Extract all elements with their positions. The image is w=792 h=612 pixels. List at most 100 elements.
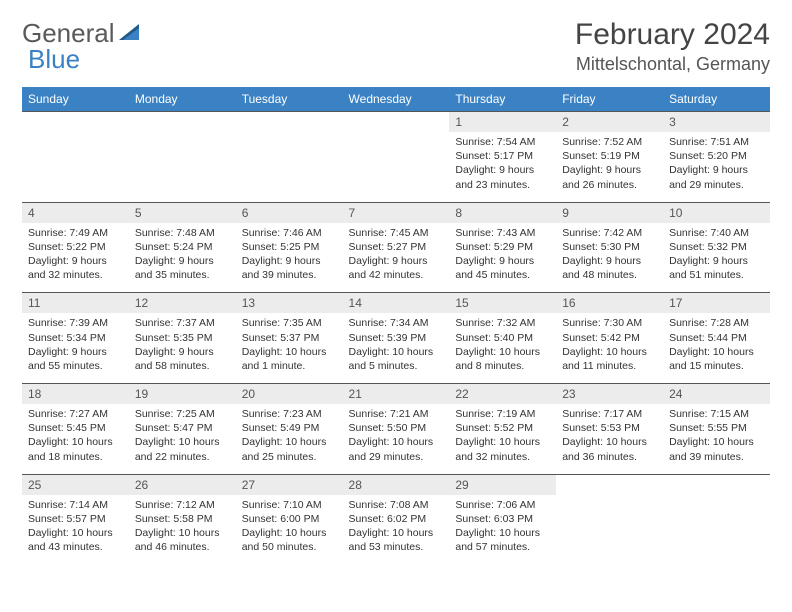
day-data-cell: Sunrise: 7:46 AMSunset: 5:25 PMDaylight:… xyxy=(236,223,343,293)
day-data-row: Sunrise: 7:39 AMSunset: 5:34 PMDaylight:… xyxy=(22,313,770,383)
daylight-text-1: Daylight: 10 hours xyxy=(562,345,657,359)
brand-part2: Blue xyxy=(28,44,80,74)
daylight-text-2: and 18 minutes. xyxy=(28,450,123,464)
sunrise-text: Sunrise: 7:43 AM xyxy=(455,226,550,240)
sunrise-text: Sunrise: 7:27 AM xyxy=(28,407,123,421)
daylight-text-2: and 57 minutes. xyxy=(455,540,550,554)
day-number-cell: 24 xyxy=(663,384,770,405)
daylight-text-2: and 53 minutes. xyxy=(349,540,444,554)
day-number-cell: 10 xyxy=(663,202,770,223)
day-number-cell: 13 xyxy=(236,293,343,314)
daylight-text-2: and 51 minutes. xyxy=(669,268,764,282)
daylight-text-1: Daylight: 10 hours xyxy=(242,345,337,359)
day-number-cell: 23 xyxy=(556,384,663,405)
daylight-text-2: and 42 minutes. xyxy=(349,268,444,282)
daylight-text-1: Daylight: 10 hours xyxy=(349,435,444,449)
brand-part2-wrap: Blue xyxy=(28,44,80,75)
daylight-text-2: and 50 minutes. xyxy=(242,540,337,554)
daylight-text-2: and 32 minutes. xyxy=(455,450,550,464)
daylight-text-1: Daylight: 10 hours xyxy=(669,435,764,449)
day-number-cell xyxy=(129,112,236,133)
daylight-text-1: Daylight: 10 hours xyxy=(28,526,123,540)
weekday-header: Saturday xyxy=(663,87,770,112)
day-number-cell: 1 xyxy=(449,112,556,133)
header: General February 2024 Mittelschontal, Ge… xyxy=(22,18,770,75)
daylight-text-2: and 39 minutes. xyxy=(669,450,764,464)
sunrise-text: Sunrise: 7:51 AM xyxy=(669,135,764,149)
day-data-cell: Sunrise: 7:49 AMSunset: 5:22 PMDaylight:… xyxy=(22,223,129,293)
day-number-cell xyxy=(236,112,343,133)
sunset-text: Sunset: 6:03 PM xyxy=(455,512,550,526)
weekday-header: Sunday xyxy=(22,87,129,112)
day-number-cell: 17 xyxy=(663,293,770,314)
day-data-cell: Sunrise: 7:51 AMSunset: 5:20 PMDaylight:… xyxy=(663,132,770,202)
sunset-text: Sunset: 5:30 PM xyxy=(562,240,657,254)
sunset-text: Sunset: 5:24 PM xyxy=(135,240,230,254)
sunrise-text: Sunrise: 7:35 AM xyxy=(242,316,337,330)
day-number-cell: 19 xyxy=(129,384,236,405)
day-data-cell xyxy=(129,132,236,202)
day-number-cell: 2 xyxy=(556,112,663,133)
sunrise-text: Sunrise: 7:17 AM xyxy=(562,407,657,421)
sunset-text: Sunset: 5:20 PM xyxy=(669,149,764,163)
sunset-text: Sunset: 5:47 PM xyxy=(135,421,230,435)
sunset-text: Sunset: 5:37 PM xyxy=(242,331,337,345)
daylight-text-1: Daylight: 9 hours xyxy=(669,163,764,177)
daylight-text-2: and 46 minutes. xyxy=(135,540,230,554)
day-data-cell: Sunrise: 7:17 AMSunset: 5:53 PMDaylight:… xyxy=(556,404,663,474)
sunrise-text: Sunrise: 7:48 AM xyxy=(135,226,230,240)
daylight-text-1: Daylight: 9 hours xyxy=(349,254,444,268)
daylight-text-1: Daylight: 9 hours xyxy=(135,254,230,268)
sunrise-text: Sunrise: 7:39 AM xyxy=(28,316,123,330)
sunset-text: Sunset: 5:29 PM xyxy=(455,240,550,254)
sunset-text: Sunset: 5:42 PM xyxy=(562,331,657,345)
day-data-cell: Sunrise: 7:42 AMSunset: 5:30 PMDaylight:… xyxy=(556,223,663,293)
daylight-text-1: Daylight: 10 hours xyxy=(455,526,550,540)
daylight-text-2: and 32 minutes. xyxy=(28,268,123,282)
day-data-cell: Sunrise: 7:25 AMSunset: 5:47 PMDaylight:… xyxy=(129,404,236,474)
daylight-text-2: and 43 minutes. xyxy=(28,540,123,554)
day-number-cell: 20 xyxy=(236,384,343,405)
daylight-text-1: Daylight: 10 hours xyxy=(669,345,764,359)
daylight-text-1: Daylight: 9 hours xyxy=(28,345,123,359)
day-data-cell: Sunrise: 7:40 AMSunset: 5:32 PMDaylight:… xyxy=(663,223,770,293)
day-number-row: 45678910 xyxy=(22,202,770,223)
day-data-cell xyxy=(22,132,129,202)
day-number-row: 11121314151617 xyxy=(22,293,770,314)
day-data-row: Sunrise: 7:14 AMSunset: 5:57 PMDaylight:… xyxy=(22,495,770,565)
sunrise-text: Sunrise: 7:54 AM xyxy=(455,135,550,149)
daylight-text-2: and 29 minutes. xyxy=(349,450,444,464)
sunset-text: Sunset: 5:57 PM xyxy=(28,512,123,526)
daylight-text-1: Daylight: 9 hours xyxy=(669,254,764,268)
day-data-cell: Sunrise: 7:27 AMSunset: 5:45 PMDaylight:… xyxy=(22,404,129,474)
sunset-text: Sunset: 5:17 PM xyxy=(455,149,550,163)
weekday-header: Friday xyxy=(556,87,663,112)
sunset-text: Sunset: 5:22 PM xyxy=(28,240,123,254)
day-data-cell: Sunrise: 7:39 AMSunset: 5:34 PMDaylight:… xyxy=(22,313,129,383)
calendar-table: Sunday Monday Tuesday Wednesday Thursday… xyxy=(22,87,770,564)
sunrise-text: Sunrise: 7:34 AM xyxy=(349,316,444,330)
month-title: February 2024 xyxy=(575,18,770,52)
weekday-header-row: Sunday Monday Tuesday Wednesday Thursday… xyxy=(22,87,770,112)
sunset-text: Sunset: 5:25 PM xyxy=(242,240,337,254)
sunset-text: Sunset: 5:35 PM xyxy=(135,331,230,345)
location-label: Mittelschontal, Germany xyxy=(575,54,770,75)
day-number-row: 2526272829 xyxy=(22,474,770,495)
sunrise-text: Sunrise: 7:23 AM xyxy=(242,407,337,421)
day-number-cell: 25 xyxy=(22,474,129,495)
daylight-text-1: Daylight: 10 hours xyxy=(349,526,444,540)
sunrise-text: Sunrise: 7:28 AM xyxy=(669,316,764,330)
day-data-cell: Sunrise: 7:30 AMSunset: 5:42 PMDaylight:… xyxy=(556,313,663,383)
day-number-cell: 9 xyxy=(556,202,663,223)
day-number-cell: 3 xyxy=(663,112,770,133)
daylight-text-1: Daylight: 10 hours xyxy=(28,435,123,449)
daylight-text-2: and 8 minutes. xyxy=(455,359,550,373)
daylight-text-2: and 11 minutes. xyxy=(562,359,657,373)
daylight-text-1: Daylight: 9 hours xyxy=(135,345,230,359)
day-data-cell: Sunrise: 7:45 AMSunset: 5:27 PMDaylight:… xyxy=(343,223,450,293)
sunset-text: Sunset: 6:00 PM xyxy=(242,512,337,526)
sunset-text: Sunset: 5:27 PM xyxy=(349,240,444,254)
daylight-text-1: Daylight: 10 hours xyxy=(455,435,550,449)
day-number-cell: 4 xyxy=(22,202,129,223)
sunset-text: Sunset: 5:34 PM xyxy=(28,331,123,345)
